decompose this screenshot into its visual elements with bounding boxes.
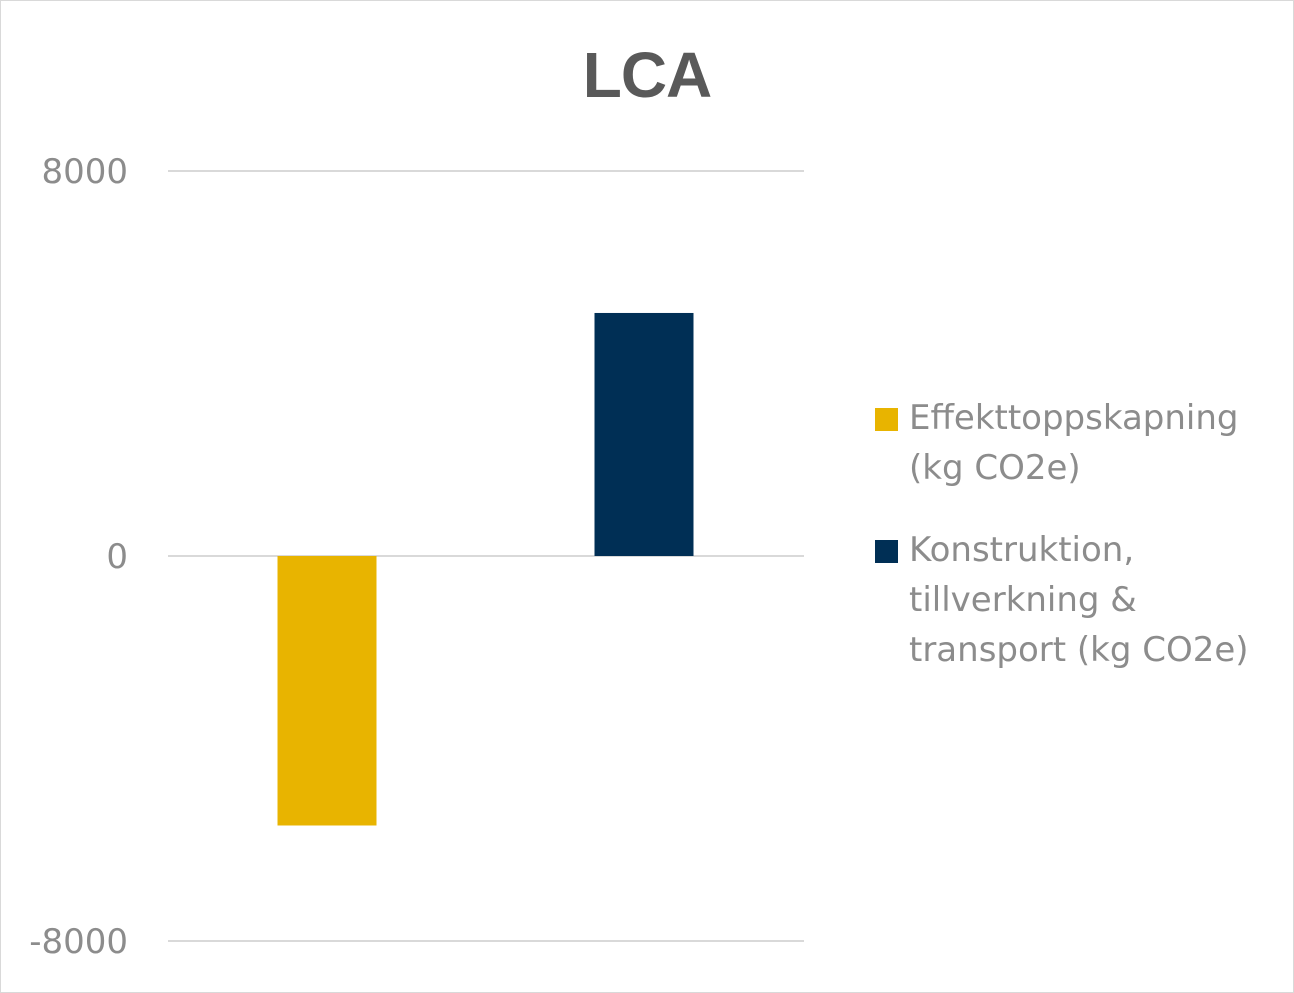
legend: Effekttoppskapning (kg CO2e) Konstruktio… — [875, 393, 1275, 707]
y-tick-label: 0 — [106, 537, 128, 577]
bars — [277, 312, 694, 826]
bar-series-0 — [277, 556, 377, 826]
y-axis-tick-labels: 8000 0 -8000 — [29, 152, 128, 962]
legend-swatch-konstruktion — [875, 540, 898, 563]
gridlines — [168, 170, 804, 942]
chart-title: LCA — [582, 39, 713, 111]
legend-label-konstruktion: Konstruktion, tillverkning & transport (… — [909, 530, 1249, 670]
legend-label-effekttoppskapning: Effekttoppskapning (kg CO2e) — [909, 398, 1239, 488]
legend-item-konstruktion: Konstruktion, tillverkning & transport (… — [875, 525, 1275, 675]
legend-item-effekttoppskapning: Effekttoppskapning (kg CO2e) — [875, 393, 1275, 493]
bar-series-1 — [594, 312, 694, 556]
y-tick-label: -8000 — [29, 922, 128, 962]
legend-swatch-effekttoppskapning — [875, 408, 898, 431]
y-tick-label: 8000 — [41, 152, 128, 192]
